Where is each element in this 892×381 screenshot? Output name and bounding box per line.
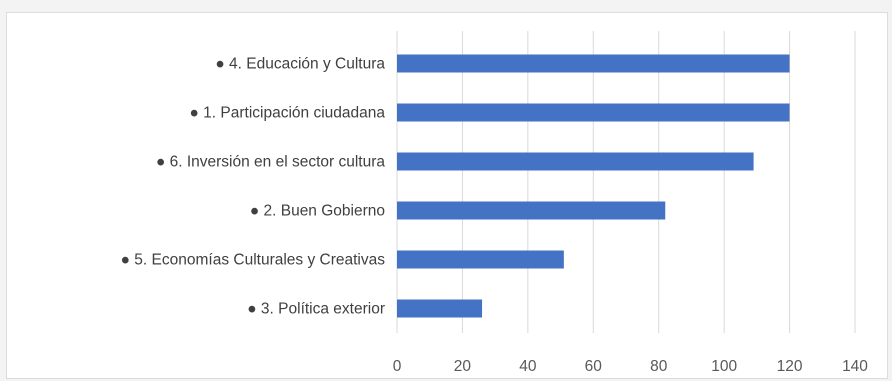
x-tick-label: 140 <box>842 358 868 375</box>
bar <box>397 201 666 220</box>
bar <box>397 299 483 318</box>
bar <box>397 250 564 269</box>
x-tick-label: 20 <box>454 358 472 375</box>
x-tick-label: 0 <box>393 358 402 375</box>
x-tick-label: 120 <box>777 358 803 375</box>
gridlines <box>396 31 856 333</box>
bar <box>397 103 790 122</box>
bar <box>397 152 754 171</box>
bar-chart: ● 4. Educación y Cultura ● 1. Participaci… <box>121 31 869 375</box>
category-label: ● 4. Educación y Cultura <box>215 56 385 73</box>
x-tick-label: 80 <box>650 358 668 375</box>
category-label: ● 6. Inversión en el sector cultura <box>156 154 385 171</box>
bar <box>397 54 790 73</box>
x-tick-label: 40 <box>519 358 537 375</box>
category-label: ● 1. Participación ciudadana <box>190 105 386 122</box>
x-tick-label: 100 <box>711 358 737 375</box>
category-label: ● 5. Economías Culturales y Creativas <box>121 252 386 269</box>
bars <box>397 54 790 318</box>
x-tick-label: 60 <box>585 358 603 375</box>
x-tick-labels: 0 20 40 60 80 100 120 140 <box>393 358 869 375</box>
category-label: ● 2. Buen Gobierno <box>250 203 385 220</box>
category-labels: ● 4. Educación y Cultura ● 1. Participaci… <box>121 56 386 318</box>
chart-area: ● 4. Educación y Cultura ● 1. Participaci… <box>6 12 888 379</box>
category-label: ● 3. Política exterior <box>247 301 385 318</box>
